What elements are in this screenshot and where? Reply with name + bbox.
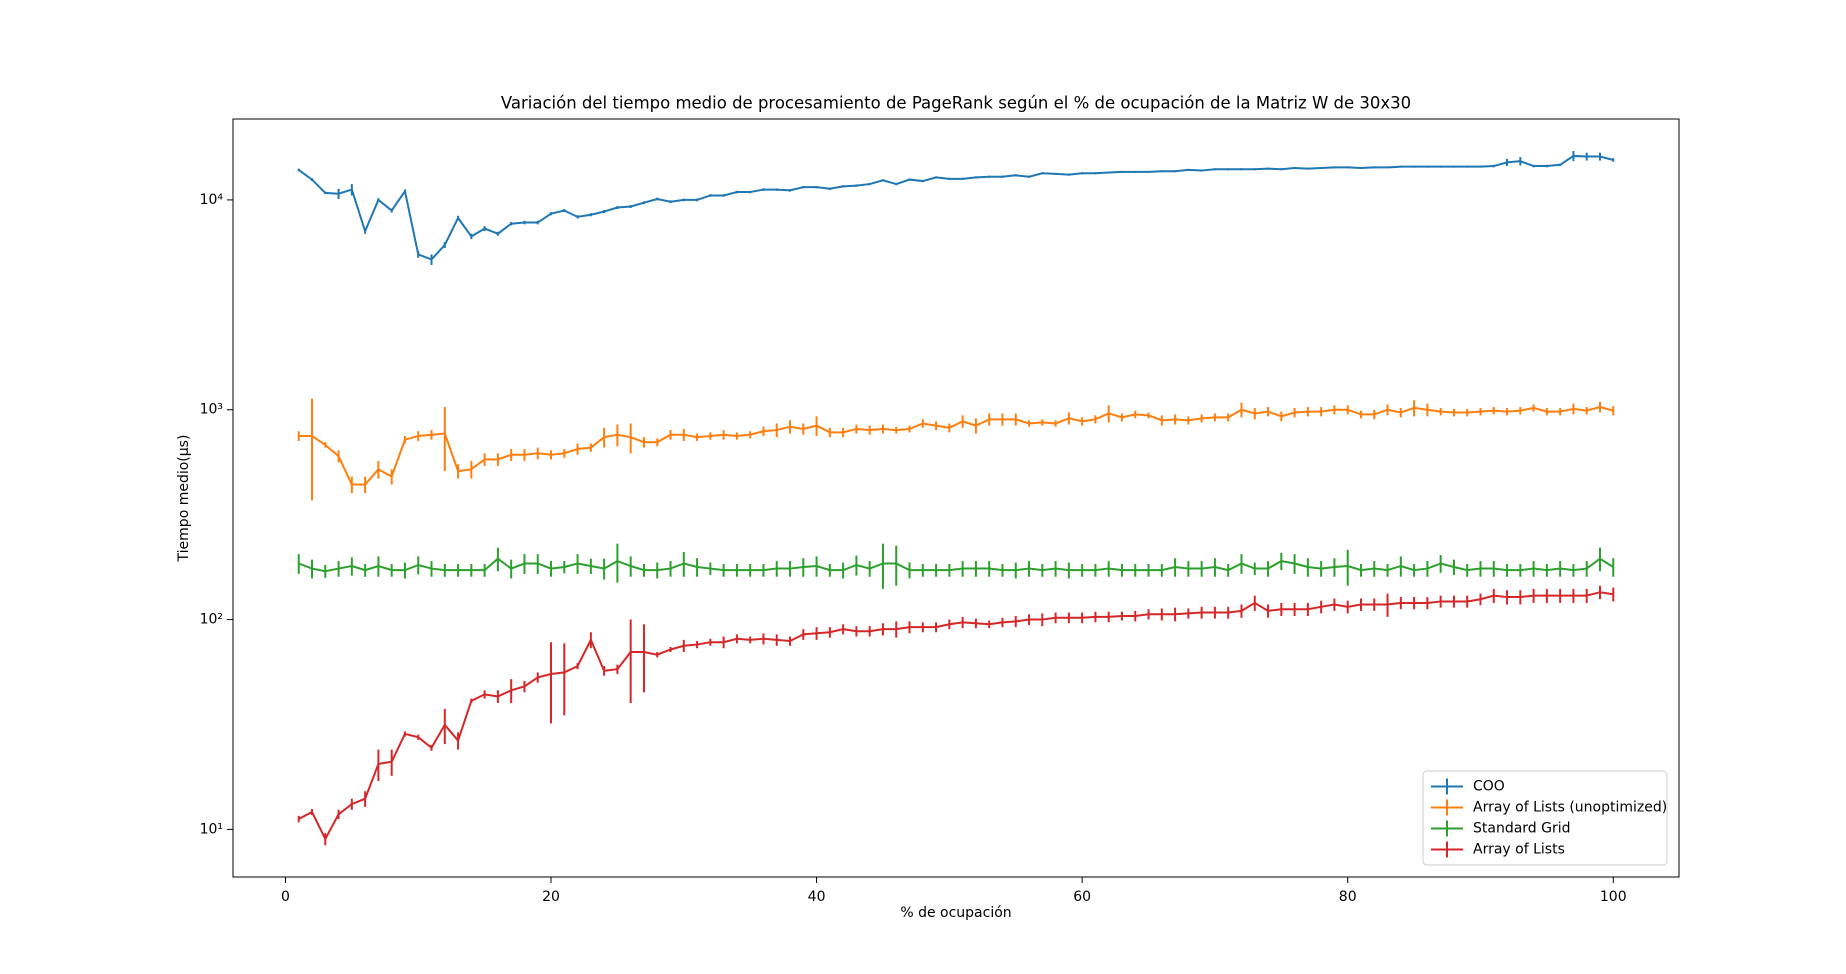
axes-frame	[232, 118, 1680, 878]
y-tick-label: 10³	[200, 402, 223, 418]
y-axis-label: Tiempo medio(µs)	[176, 435, 192, 563]
series-line	[298, 154, 1614, 261]
x-tick-label: 20	[542, 889, 560, 905]
series-line	[298, 406, 1614, 486]
x-tick-label: 0	[281, 889, 290, 905]
y-tick-label: 10²	[200, 612, 223, 628]
legend-box	[1422, 770, 1668, 866]
plot-area	[297, 151, 1615, 846]
legend-label: COO	[1473, 779, 1505, 795]
x-tick-label: 40	[808, 889, 826, 905]
legend-label: Standard Grid	[1473, 821, 1571, 837]
series-line	[298, 557, 1614, 573]
x-tick-label: 100	[1600, 889, 1627, 905]
series-line	[298, 591, 1614, 842]
x-tick-label: 60	[1073, 889, 1091, 905]
x-tick-label: 80	[1339, 889, 1357, 905]
y-tick-label: 10¹	[200, 821, 223, 837]
legend-label: Array of Lists	[1473, 842, 1565, 858]
chart-title: Variación del tiempo medio de procesamie…	[501, 94, 1411, 113]
y-tick-label: 10⁴	[200, 192, 224, 208]
x-axis-label: % de ocupación	[900, 905, 1011, 921]
legend-label: Array of Lists (unoptimized)	[1473, 800, 1667, 816]
